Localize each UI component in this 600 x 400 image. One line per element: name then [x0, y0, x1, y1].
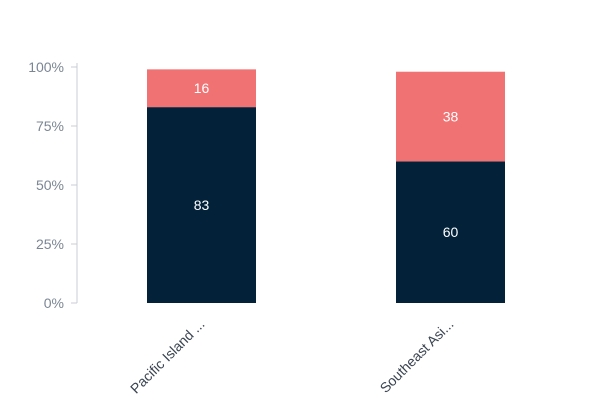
data-labels: 83 16 60 38 [194, 80, 459, 240]
data-label: 60 [443, 224, 459, 240]
y-axis: 0% 25% 50% 75% 100% [28, 59, 78, 311]
y-tick-label: 100% [28, 59, 64, 75]
data-label: 38 [443, 109, 459, 125]
y-tick-label: 75% [36, 118, 64, 134]
y-tick-label: 50% [36, 177, 64, 193]
bar-segment [147, 107, 256, 304]
y-tick-label: 25% [36, 236, 64, 252]
y-tick-label: 0% [44, 295, 64, 311]
x-axis-labels: Pacific Island ... Southeast Asi... [127, 316, 457, 397]
bar-segment [396, 161, 505, 303]
data-label: 83 [194, 197, 210, 213]
y-ticks: 0% 25% 50% 75% 100% [28, 59, 77, 311]
data-label: 16 [194, 80, 210, 96]
bars [147, 69, 505, 304]
bar-segment [396, 71, 505, 162]
category-label: Pacific Island ... [127, 316, 208, 397]
bar-segment [147, 69, 256, 108]
category-label: Southeast Asi... [377, 316, 457, 396]
